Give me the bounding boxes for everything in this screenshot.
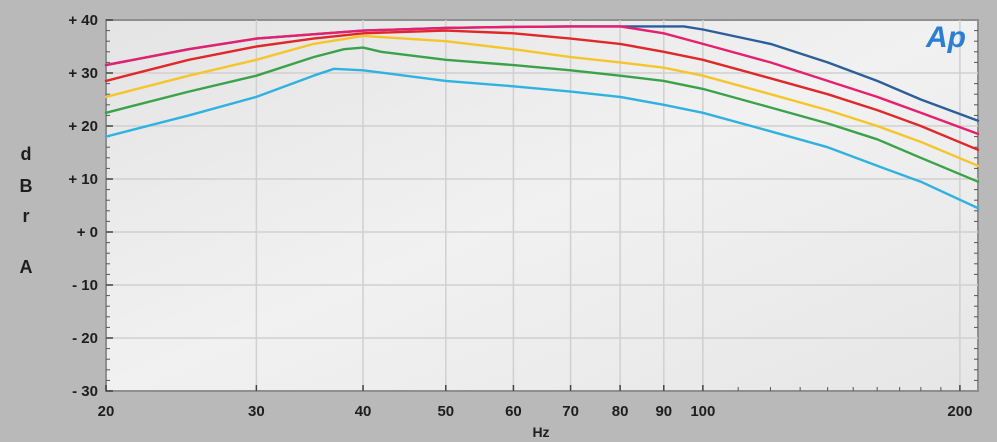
x-tick-label: 200 xyxy=(947,403,972,420)
y-tick-label: + 40 xyxy=(68,12,98,29)
x-axis-label: Hz xyxy=(532,424,549,440)
grid xyxy=(106,20,978,391)
ylabel-char-B: B xyxy=(20,176,33,196)
y-tick-label: + 10 xyxy=(68,171,98,188)
ylabel-char-A: A xyxy=(20,257,33,277)
y-tick-label: + 0 xyxy=(77,224,98,241)
ap-logo: Ap xyxy=(925,21,966,54)
y-tick-label: - 30 xyxy=(72,383,98,400)
ylabel-char-r: r xyxy=(22,206,29,226)
y-tick-label: + 30 xyxy=(68,65,98,82)
y-tick-label: - 20 xyxy=(72,330,98,347)
x-tick-label: 100 xyxy=(690,403,715,420)
series-line-5 xyxy=(104,46,980,183)
x-tick-label: 90 xyxy=(655,403,672,420)
y-axis: + 40 + 30 + 20 + 10 + 0 - 10 - 20 - 30 xyxy=(68,12,978,400)
x-tick-label: 80 xyxy=(612,403,629,420)
y-tick-label: + 20 xyxy=(68,118,98,135)
series-line-2 xyxy=(104,25,980,136)
x-axis: 20 30 40 50 60 70 80 90 100 200 xyxy=(98,385,972,420)
x-tick-label: 70 xyxy=(562,403,579,420)
plot-area xyxy=(105,19,979,392)
ylabel-char-d: d xyxy=(21,144,32,164)
series-line-3 xyxy=(104,29,980,151)
series-line-6 xyxy=(104,67,980,210)
x-tick-label: 50 xyxy=(437,403,454,420)
x-tick-label: 20 xyxy=(98,403,115,420)
x-tick-label: 30 xyxy=(248,403,265,420)
series-line-4 xyxy=(104,34,980,167)
x-tick-label: 40 xyxy=(355,403,372,420)
series-group xyxy=(104,25,980,210)
x-tick-label: 60 xyxy=(505,403,522,420)
y-tick-label: - 10 xyxy=(72,277,98,294)
